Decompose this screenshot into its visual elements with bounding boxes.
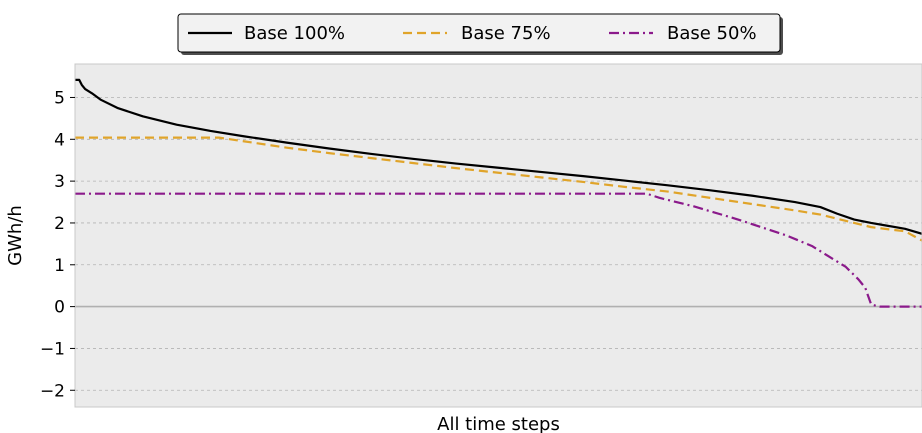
y-axis-label: GWh/h (5, 205, 26, 266)
legend-label-2: Base 75% (461, 23, 551, 44)
y-tick-label: 3 (54, 172, 65, 192)
y-tick-label: 0 (54, 298, 65, 318)
x-axis-label: All time steps (437, 414, 560, 433)
legend-label-3: Base 50% (667, 23, 757, 44)
legend-box (177, 13, 781, 53)
series-line-1 (75, 78, 922, 235)
y-tick-label: −1 (40, 339, 65, 359)
y-tick-label: 2 (54, 214, 65, 234)
plot-background (75, 64, 922, 407)
y-tick-label: 4 (54, 130, 65, 150)
y-tick-label: −2 (40, 381, 65, 401)
series-line-2 (75, 136, 922, 242)
y-tick-label: 5 (54, 88, 65, 108)
y-tick-label: 1 (54, 256, 65, 276)
legend-label-1: Base 100% (244, 23, 345, 44)
plot-frame (74, 63, 922, 408)
